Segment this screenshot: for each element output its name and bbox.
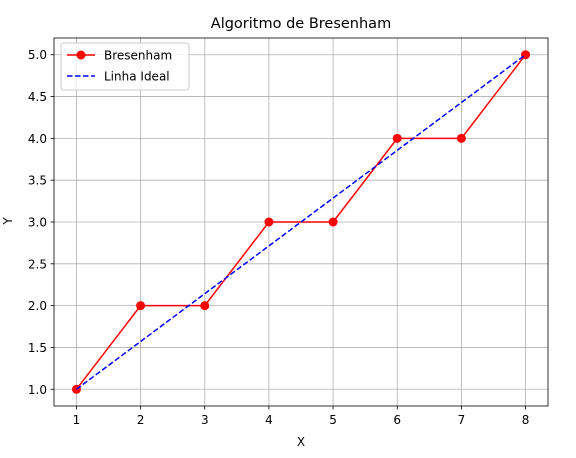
legend-label-bresenham: Bresenham (104, 49, 172, 63)
x-tick-label: 8 (522, 413, 530, 427)
y-tick-label: 1.0 (28, 383, 47, 397)
y-tick-label: 5.0 (28, 48, 47, 62)
legend: Bresenham Linha Ideal (60, 42, 190, 91)
y-axis-label: Y (1, 217, 15, 226)
y-tick-label: 3.5 (28, 174, 47, 188)
y-tick-label: 4.0 (28, 132, 47, 146)
series-line-linha-ideal (76, 54, 526, 390)
x-tick-label: 7 (458, 413, 466, 427)
x-axis-label: X (297, 435, 305, 449)
data-point-bresenham (328, 217, 338, 227)
y-tick-label: 4.5 (28, 90, 47, 104)
chart-title: Algoritmo de Bresenham (211, 16, 391, 32)
data-point-bresenham (456, 133, 466, 143)
x-tick-label: 5 (329, 413, 337, 427)
y-tick-label: 2.0 (28, 299, 47, 313)
x-tick-label: 6 (393, 413, 401, 427)
y-tick-label: 3.0 (28, 216, 47, 230)
legend-label-linha-ideal: Linha Ideal (104, 70, 170, 84)
legend-marker-bresenham (76, 50, 86, 60)
data-point-bresenham (200, 301, 210, 311)
y-tick-label: 2.5 (28, 257, 47, 271)
data-point-bresenham (136, 301, 146, 311)
x-tick-label: 4 (265, 413, 273, 427)
y-tick-label: 1.5 (28, 341, 47, 355)
x-tick-label: 3 (201, 413, 209, 427)
axis-ticks: 1 2 3 4 5 6 7 8 1.0 1.5 2.0 2.5 3.0 3.5 4.0 4.5 5.0 (28, 48, 529, 427)
series-layer (71, 50, 531, 394)
x-tick-label: 1 (73, 413, 81, 427)
data-point-bresenham (392, 133, 402, 143)
data-point-bresenham (264, 217, 274, 227)
x-tick-label: 2 (137, 413, 145, 427)
